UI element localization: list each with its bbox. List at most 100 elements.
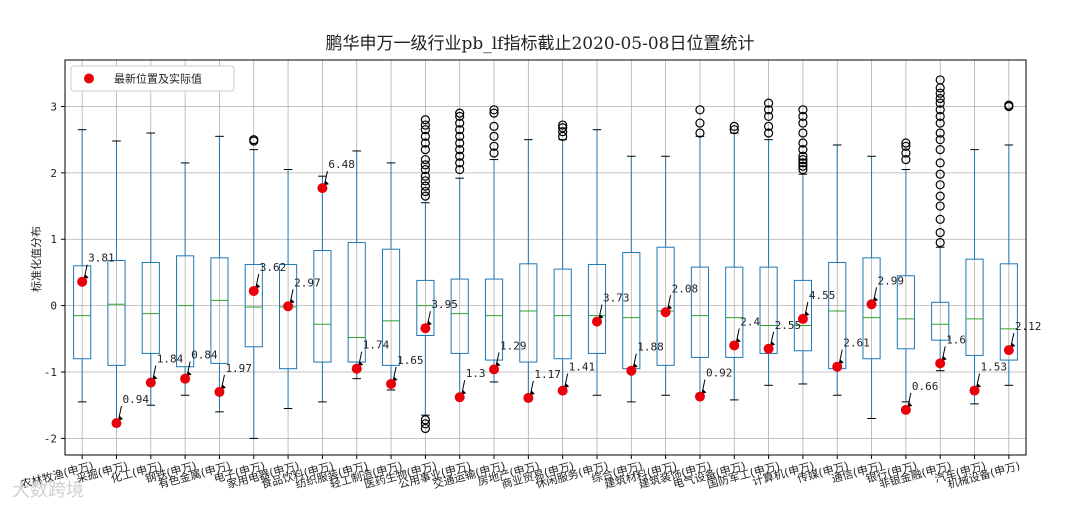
outlier-point: [935, 111, 945, 122]
annotation-label: 2.97: [294, 276, 321, 289]
outlier-point: [763, 121, 774, 131]
watermark: 大数跨境: [12, 480, 84, 501]
outlier-point: [420, 191, 430, 201]
outlier-point: [455, 151, 465, 161]
annotation-label: 3.62: [260, 261, 287, 274]
y-axis-label: 标准化值分布: [29, 226, 43, 292]
outlier-point: [935, 135, 945, 145]
annotation-label: 0.66: [912, 380, 939, 393]
box: [965, 258, 984, 356]
outlier-point: [695, 128, 705, 138]
outlier-point: [798, 161, 808, 171]
outlier-point: [420, 164, 430, 175]
box: [690, 266, 710, 358]
box: [347, 242, 366, 363]
annotation-label: 1.88: [637, 341, 664, 354]
outlier-point: [489, 131, 499, 141]
outlier-point: [420, 131, 430, 141]
box: [896, 275, 915, 350]
outlier-point: [420, 145, 430, 155]
box: [656, 246, 675, 366]
latest-point: [866, 299, 877, 310]
latest-point: [900, 404, 911, 415]
outlier-point: [455, 131, 465, 141]
annotation-label: 2.4: [740, 315, 760, 328]
latest-point: [351, 363, 362, 374]
outlier-point: [935, 93, 945, 104]
latest-point: [111, 418, 122, 429]
box: [244, 263, 263, 348]
outlier-point: [420, 120, 430, 130]
outlier-point: [695, 118, 705, 128]
latest-point: [729, 340, 740, 351]
outlier-point: [763, 111, 774, 122]
latest-point: [454, 392, 465, 403]
outlier-point: [695, 105, 705, 115]
grid-layer: [65, 60, 1026, 455]
outlier-point: [455, 145, 465, 155]
outlier-point: [798, 111, 808, 122]
outlier-point: [935, 98, 945, 108]
outlier-point: [763, 105, 774, 115]
outlier-point: [420, 186, 430, 197]
legend-label: 最新位置及实际值: [114, 72, 202, 86]
outlier-point: [455, 158, 465, 168]
annotation-label: 1.84: [157, 353, 184, 366]
outlier-point: [935, 118, 945, 128]
outlier-point: [489, 108, 499, 118]
annotation-label: 1.53: [981, 361, 1008, 374]
annotation-label: 1.29: [500, 339, 526, 352]
box: [484, 278, 504, 361]
box: [210, 257, 229, 364]
outlier-point: [798, 164, 808, 175]
outlier-point: [798, 105, 808, 115]
outlier-point: [935, 75, 945, 85]
outlier-point: [249, 136, 259, 146]
annotation-label: 1.65: [397, 354, 424, 367]
outlier-point: [798, 118, 808, 128]
box: [416, 279, 435, 337]
outlier-point: [420, 419, 430, 429]
latest-point: [1003, 345, 1014, 356]
outlier-point: [489, 141, 499, 151]
outlier-point: [901, 154, 911, 165]
annotation-label: 2.99: [878, 274, 905, 287]
outlier-point: [935, 128, 945, 138]
outlier-point: [420, 125, 430, 135]
outlier-point: [763, 128, 774, 138]
latest-point: [557, 385, 568, 396]
outlier-point: [935, 191, 945, 201]
annotation-label: 1.41: [569, 361, 596, 374]
latest-point: [420, 323, 431, 334]
annotation-label: 1.17: [534, 368, 561, 381]
outlier-point: [558, 131, 568, 141]
outlier-point: [798, 158, 808, 168]
box: [176, 255, 195, 368]
box: [450, 278, 469, 354]
outlier-point: [935, 158, 945, 168]
outlier-point: [935, 228, 945, 238]
outlier-point: [455, 118, 465, 128]
box: [519, 263, 538, 363]
outlier-point: [763, 98, 774, 108]
latest-point: [248, 286, 259, 297]
box-layer: [73, 75, 1018, 439]
outlier-point: [455, 125, 465, 135]
annotation-label: 2.08: [672, 282, 699, 295]
axis-layer: -2-10123农林牧渔(申万)采掘(申万)化工(申万)钢铁(申万)有色金属(申…: [19, 59, 1027, 491]
latest-point: [591, 316, 602, 327]
outlier-point: [901, 141, 911, 151]
outlier-point: [455, 138, 465, 148]
outlier-point: [729, 125, 739, 135]
latest-point: [694, 391, 705, 402]
outlier-point: [420, 171, 430, 181]
outlier-point: [558, 120, 568, 130]
latest-point: [797, 313, 808, 324]
box: [313, 250, 332, 363]
outlier-point: [489, 148, 499, 158]
annotation-label: 2.12: [1015, 320, 1042, 333]
latest-point: [386, 378, 397, 389]
plot-frame: [64, 59, 1027, 456]
latest-point: [763, 343, 774, 354]
